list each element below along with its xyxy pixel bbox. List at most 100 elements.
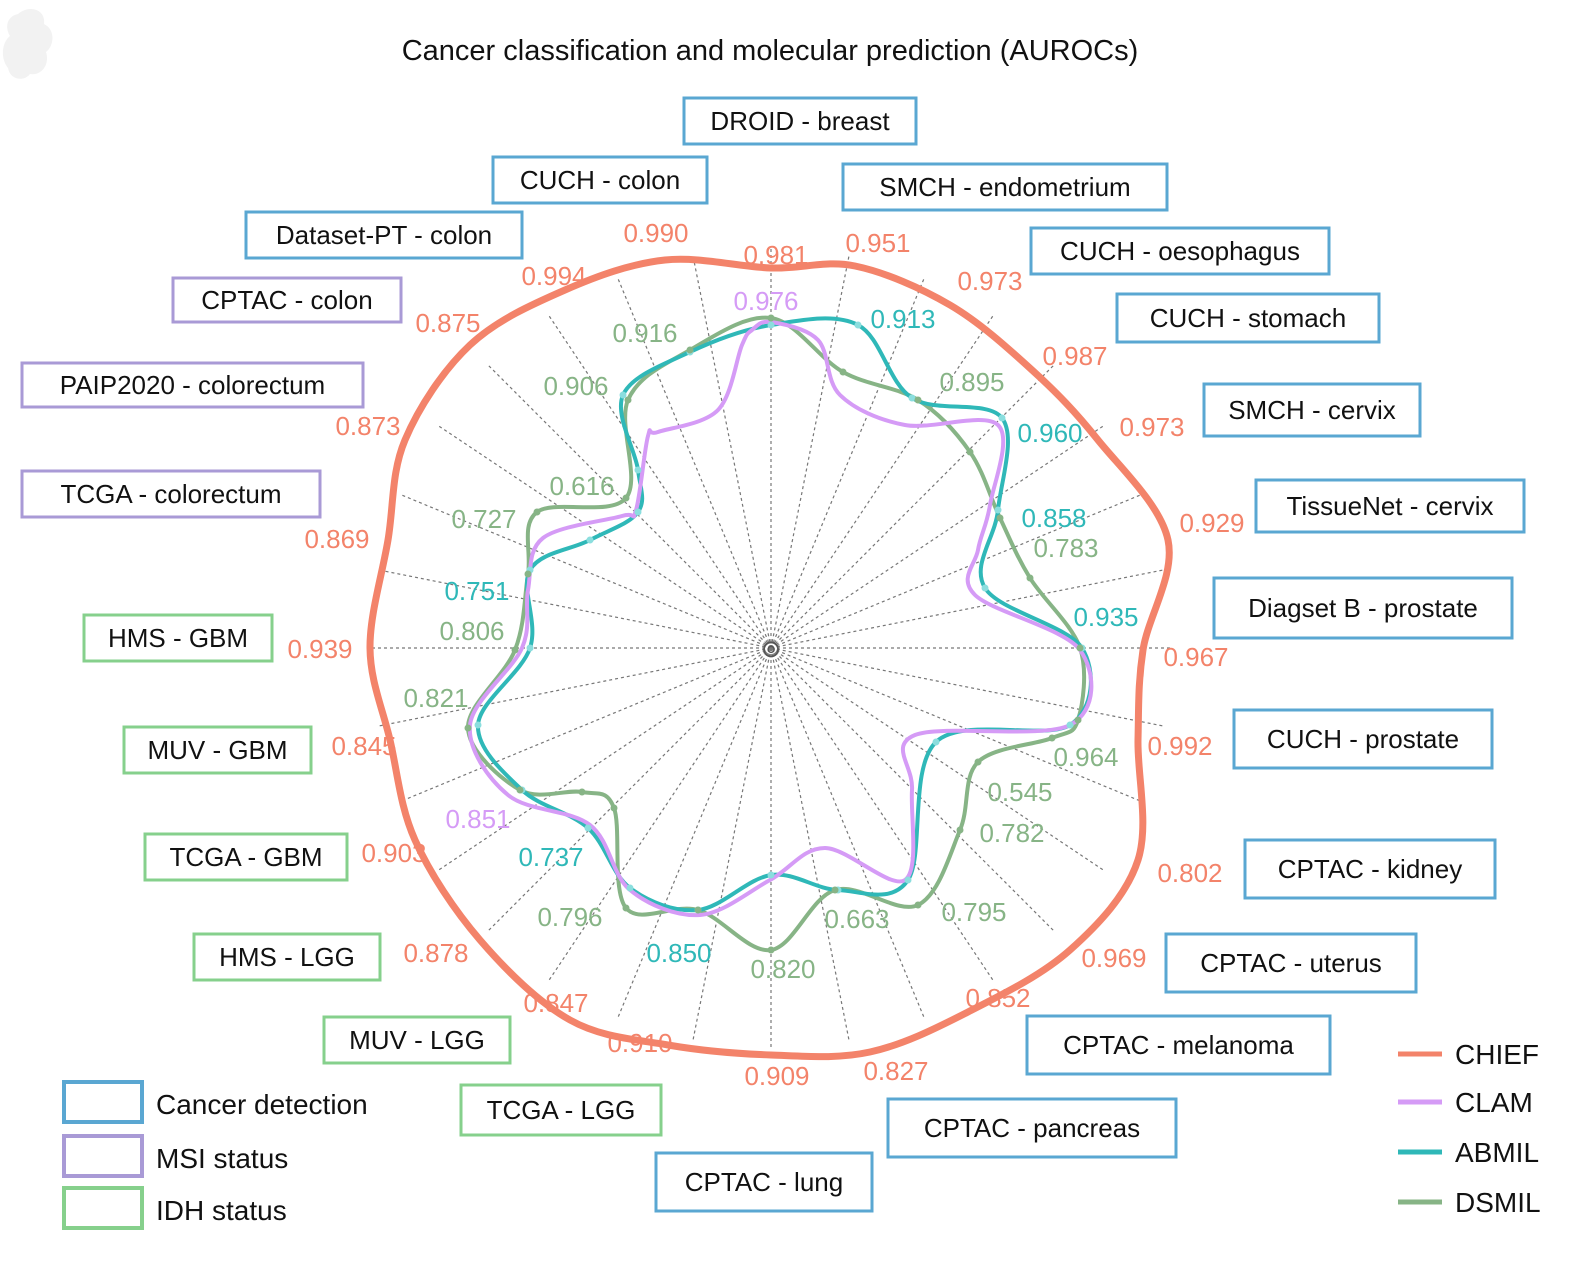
dataset-box-frame bbox=[1254, 478, 1526, 534]
radar-spoke bbox=[438, 647, 772, 871]
series-line-chief bbox=[366, 255, 1173, 1061]
marker-dsmil bbox=[996, 514, 1004, 522]
value-label-dsmil: 0.545 bbox=[987, 777, 1052, 807]
marker-dsmil bbox=[622, 494, 630, 502]
value-label-abmil: 0.858 bbox=[1021, 503, 1086, 533]
dataset-box-dataset-pt-colon: Dataset-PT - colon bbox=[244, 210, 524, 260]
dataset-box-frame bbox=[171, 276, 403, 324]
value-label-abmil: 0.751 bbox=[444, 576, 509, 606]
radar-spoke bbox=[770, 494, 1141, 649]
radar-spoke bbox=[770, 647, 994, 981]
dataset-label: CUCH - oesophagus bbox=[1060, 236, 1300, 266]
radar-spoke bbox=[770, 647, 1104, 871]
dataset-box-cptac-lung: CPTAC - lung bbox=[654, 1151, 874, 1213]
dataset-box-frame bbox=[1164, 932, 1418, 994]
dataset-box-frame bbox=[491, 155, 709, 205]
marker-abmil bbox=[994, 506, 1002, 514]
marker-dsmil bbox=[578, 788, 586, 796]
legend-label-abmil: ABMIL bbox=[1455, 1137, 1539, 1168]
marker-abmil bbox=[908, 394, 916, 402]
value-label-chief: 0.903 bbox=[361, 838, 426, 868]
marker-abmil bbox=[474, 721, 482, 729]
dataset-label: CUCH - colon bbox=[520, 165, 680, 195]
value-label-dsmil: 0.821 bbox=[403, 683, 468, 713]
legend-swatch-cancer-detection bbox=[62, 1080, 144, 1124]
dataset-box-smch-cervix: SMCH - cervix bbox=[1202, 382, 1422, 438]
dataset-box-frame bbox=[244, 210, 524, 260]
value-label-chief: 0.845 bbox=[331, 731, 396, 761]
marker-dsmil bbox=[694, 906, 702, 914]
dataset-label: MUV - GBM bbox=[147, 735, 287, 765]
dataset-box-frame bbox=[20, 469, 322, 519]
legend-swatch-msi-status bbox=[62, 1134, 144, 1178]
marker-dsmil bbox=[1026, 574, 1034, 582]
value-label-chief: 0.852 bbox=[965, 983, 1030, 1013]
dataset-box-frame bbox=[1115, 292, 1381, 344]
dataset-box-cptac-kidney: CPTAC - kidney bbox=[1243, 838, 1497, 900]
marker-dsmil bbox=[1048, 734, 1056, 742]
marker-abmil bbox=[526, 644, 534, 652]
dataset-label: CPTAC - pancreas bbox=[924, 1113, 1140, 1143]
marker-dsmil bbox=[974, 758, 982, 766]
radar-spoke bbox=[770, 647, 1141, 802]
dataset-label: Dataset-PT - colon bbox=[276, 220, 492, 250]
marker-abmil bbox=[634, 508, 642, 516]
value-label-dsmil: 0.820 bbox=[750, 954, 815, 984]
value-label-clam: 0.851 bbox=[445, 804, 510, 834]
value-label-chief: 0.973 bbox=[1119, 412, 1184, 442]
radar-spoke bbox=[487, 364, 772, 649]
dataset-box-frame bbox=[1243, 838, 1497, 900]
dataset-label: SMCH - cervix bbox=[1228, 395, 1396, 425]
marker-abmil bbox=[767, 321, 775, 329]
value-label-dsmil: 0.916 bbox=[612, 318, 677, 348]
value-label-chief: 0.802 bbox=[1157, 858, 1222, 888]
marker-dsmil bbox=[767, 946, 775, 954]
radar-spoke bbox=[438, 425, 772, 649]
series-line-clam bbox=[467, 319, 1094, 918]
dataset-box-tcga-lgg: TCGA - LGG bbox=[459, 1083, 663, 1137]
value-label-chief: 0.869 bbox=[304, 524, 369, 554]
value-label-chief: 0.987 bbox=[1042, 341, 1107, 371]
dataset-label: CPTAC - lung bbox=[685, 1167, 843, 1197]
value-label-abmil: 0.850 bbox=[646, 938, 711, 968]
marker-abmil bbox=[584, 824, 592, 832]
dataset-box-frame bbox=[682, 96, 918, 146]
series-legend: CHIEF CLAM ABMIL DSMIL bbox=[1398, 1039, 1541, 1218]
radar-spoke bbox=[401, 494, 772, 649]
radar-spoke bbox=[770, 278, 925, 649]
marker-abmil bbox=[1066, 721, 1074, 729]
legend-label-dsmil: DSMIL bbox=[1455, 1187, 1541, 1218]
value-labels: 0.990 0.981 0.951 0.994 0.973 0.875 0.987 0.873… bbox=[287, 218, 1244, 1091]
value-label-chief: 0.973 bbox=[957, 266, 1022, 296]
dataset-box-cuch-stomach: CUCH - stomach bbox=[1115, 292, 1381, 344]
dataset-label: CPTAC - uterus bbox=[1200, 948, 1382, 978]
radar-spoke bbox=[378, 569, 772, 649]
marker-abmil bbox=[904, 876, 912, 884]
marker-abmil bbox=[998, 414, 1006, 422]
radar-spoke bbox=[770, 364, 1055, 649]
dataset-box-paip2020-colorectum: PAIP2020 - colorectum bbox=[20, 361, 365, 409]
marker-dsmil bbox=[533, 508, 541, 516]
dataset-box-frame bbox=[459, 1083, 663, 1137]
value-label-dsmil: 0.616 bbox=[549, 471, 614, 501]
dataset-box-frame bbox=[143, 832, 349, 882]
marker-dsmil bbox=[624, 396, 632, 404]
marker-abmil bbox=[634, 466, 642, 474]
dataset-box-hms-lgg: HMS - LGG bbox=[192, 932, 382, 982]
dataset-box-frame bbox=[1232, 708, 1494, 770]
value-label-chief: 0.909 bbox=[744, 1061, 809, 1091]
dataset-box-frame bbox=[20, 361, 365, 409]
dataset-label: PAIP2020 - colorectum bbox=[60, 370, 325, 400]
marker-abmil bbox=[619, 391, 627, 399]
value-label-dsmil: 0.964 bbox=[1053, 742, 1118, 772]
marker-dsmil bbox=[966, 448, 974, 456]
radar-spoke bbox=[770, 315, 994, 649]
dataset-box-diagset-b-prostate: Diagset B - prostate bbox=[1212, 576, 1514, 640]
value-label-chief: 0.873 bbox=[335, 411, 400, 441]
radar-spoke bbox=[617, 278, 772, 649]
marker-dsmil bbox=[839, 368, 847, 376]
value-label-dsmil: 0.796 bbox=[537, 902, 602, 932]
dataset-box-hms-gbm: HMS - GBM bbox=[82, 613, 274, 663]
dataset-label: TCGA - GBM bbox=[169, 842, 322, 872]
